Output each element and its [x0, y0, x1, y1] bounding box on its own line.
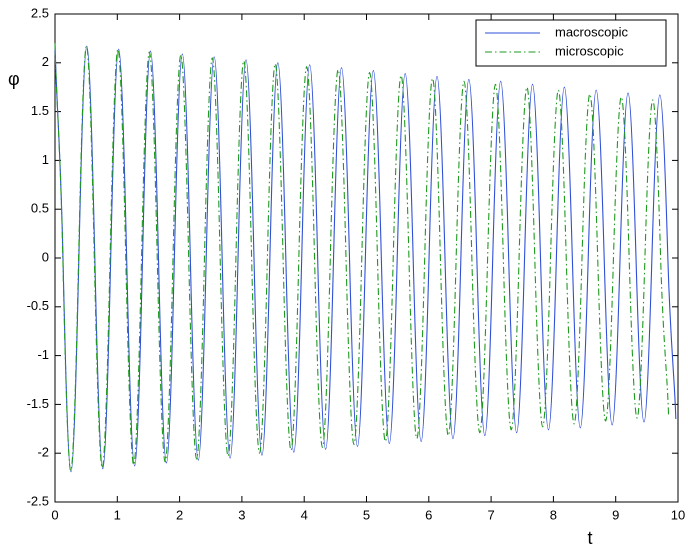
x-axis-label: t	[587, 528, 592, 548]
x-tick-label: 5	[363, 507, 370, 522]
y-tick-label: -1.5	[27, 396, 49, 411]
x-tick-label: 3	[238, 507, 245, 522]
plot-frame	[54, 13, 679, 503]
legend-label: macroscopic	[555, 24, 628, 39]
legend-label: microscopic	[555, 43, 624, 58]
x-tick-label: 6	[425, 507, 432, 522]
y-tick-label: -0.5	[27, 298, 49, 313]
y-tick-label: -2.5	[27, 493, 49, 508]
x-tick-label: 1	[114, 507, 121, 522]
x-tick-label: 2	[176, 507, 183, 522]
y-tick-label: 0.5	[31, 201, 49, 216]
x-tick-label: 7	[487, 507, 494, 522]
x-tick-label: 10	[671, 507, 685, 522]
y-tick-label: 2.5	[31, 5, 49, 20]
y-tick-label: 1	[42, 152, 49, 167]
series-line	[54, 43, 670, 472]
legend-box	[475, 19, 667, 67]
y-axis-label: φ	[8, 69, 20, 89]
series-line	[54, 43, 677, 473]
x-tick-label: 0	[51, 507, 58, 522]
x-tick-label: 9	[612, 507, 619, 522]
y-tick-label: -1	[37, 347, 49, 362]
y-tick-label: 2	[42, 54, 49, 69]
y-tick-label: -2	[37, 445, 49, 460]
x-tick-label: 4	[301, 507, 308, 522]
x-tick-label: 8	[550, 507, 557, 522]
y-tick-label: 1.5	[31, 103, 49, 118]
y-tick-label: 0	[42, 249, 49, 264]
